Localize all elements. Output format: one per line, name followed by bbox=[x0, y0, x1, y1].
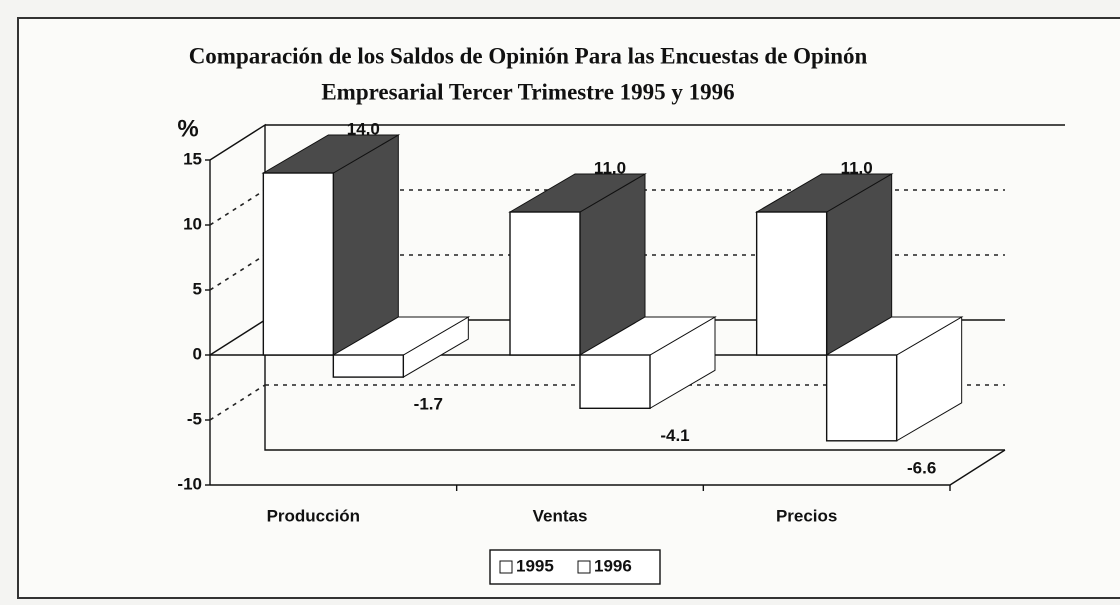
x-tick-label: Ventas bbox=[533, 506, 588, 525]
bar-side bbox=[332, 134, 399, 356]
grid-line bbox=[209, 189, 266, 226]
legend-label: 1996 bbox=[594, 556, 632, 575]
y-tick-label: -5 bbox=[187, 409, 202, 428]
data-label: 11.0 bbox=[594, 158, 626, 177]
x-tick-label: Precios bbox=[776, 506, 837, 525]
x-tick-label: Producción bbox=[267, 506, 361, 525]
data-label: 11.0 bbox=[841, 158, 873, 177]
data-label: -1.7 bbox=[414, 395, 443, 414]
y-tick-label: 15 bbox=[183, 149, 202, 168]
bar bbox=[509, 211, 581, 356]
y-tick-label: 10 bbox=[183, 214, 202, 233]
bar bbox=[579, 354, 651, 409]
data-label: -6.6 bbox=[907, 458, 936, 477]
chart-title: Comparación de los Saldos de Opinión Par… bbox=[189, 43, 868, 68]
grid-line bbox=[209, 319, 266, 356]
chart-subtitle: Empresarial Tercer Trimestre 1995 y 1996 bbox=[321, 79, 734, 104]
legend-swatch bbox=[577, 560, 591, 574]
y-tick-label: 0 bbox=[193, 344, 202, 363]
y-tick-label: 5 bbox=[193, 279, 202, 298]
legend-swatch bbox=[499, 560, 513, 574]
grid-line bbox=[209, 254, 266, 291]
bar bbox=[825, 354, 898, 442]
bar bbox=[262, 172, 335, 356]
grid-line bbox=[209, 384, 266, 421]
y-tick-label: -10 bbox=[177, 474, 202, 493]
y-axis-label: % bbox=[177, 115, 198, 142]
bar bbox=[755, 211, 828, 356]
data-label: -4.1 bbox=[660, 426, 689, 445]
bar bbox=[332, 354, 405, 378]
legend-label: 1995 bbox=[516, 556, 554, 575]
legend-box bbox=[489, 549, 661, 585]
data-label: 14.0 bbox=[347, 119, 380, 138]
